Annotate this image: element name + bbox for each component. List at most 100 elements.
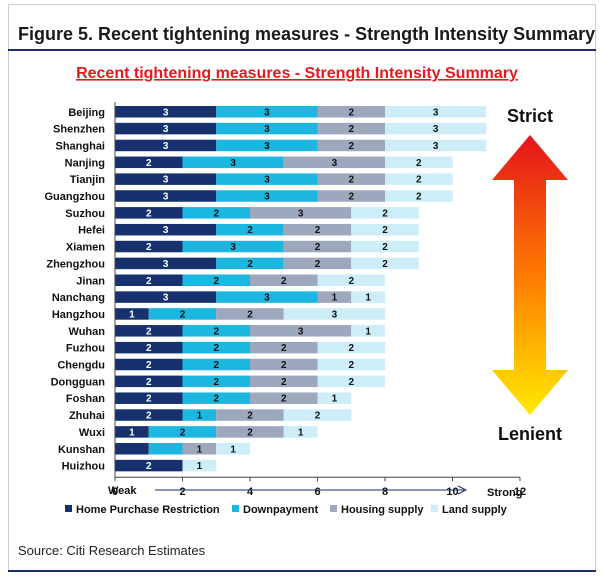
bar-guangzhou-downpayment (216, 190, 318, 202)
category-label-chengdu: Chengdu (57, 360, 105, 372)
bar-guangzhou-land-supply (385, 190, 453, 202)
bar-hangzhou-home-purchase-restriction (115, 308, 149, 320)
figure-caption: Figure 5. Recent tightening measures - S… (18, 24, 596, 44)
chart: Recent tightening measures - Strength In… (45, 65, 568, 516)
bar-hefei-housing-supply (283, 223, 352, 236)
data-label-jinan-housing-supply: 2 (281, 276, 287, 287)
bar-nanchang-downpayment (216, 291, 318, 303)
data-label-nanchang-downpayment: 3 (264, 293, 270, 304)
data-label-hangzhou-downpayment: 2 (180, 309, 186, 320)
bar-zhuhai-land-supply (283, 409, 352, 421)
bar-huizhou-home-purchase-restriction (115, 459, 183, 472)
data-label-suzhou-land-supply: 2 (382, 208, 388, 219)
legend: Home Purchase Restriction Downpayment Hous… (65, 504, 508, 516)
data-label-xiamen-home-purchase-restriction: 2 (146, 242, 152, 253)
category-label-zhengzhou: Zhengzhou (46, 258, 105, 270)
data-label-chengdu-housing-supply: 2 (281, 360, 287, 371)
data-label-zhuhai-home-purchase-restriction: 2 (146, 411, 152, 422)
x-tick-label: 6 (314, 486, 320, 498)
data-label-chengdu-downpayment: 2 (213, 360, 219, 371)
bar-hefei-downpayment (216, 223, 284, 236)
bar-foshan-home-purchase-restriction (115, 392, 183, 404)
data-label-hangzhou-home-purchase-restriction: 1 (129, 309, 135, 320)
bar-dongguan-land-supply (317, 375, 385, 388)
data-label-zhuhai-downpayment: 1 (197, 411, 203, 422)
bar-jinan-land-supply (317, 274, 385, 286)
data-label-zhengzhou-land-supply: 2 (382, 259, 388, 270)
bar-tianjin-downpayment (216, 173, 318, 185)
data-label-wuhan-land-supply: 1 (365, 326, 371, 337)
bar-shenzhen-downpayment (216, 122, 318, 135)
data-label-shanghai-downpayment: 3 (264, 141, 270, 152)
data-label-zhengzhou-housing-supply: 2 (315, 259, 321, 270)
bar-shanghai-downpayment (216, 139, 318, 152)
bar-beijing-downpayment (216, 106, 318, 118)
bar-nanjing-home-purchase-restriction (115, 156, 183, 169)
bar-wuxi-land-supply (283, 426, 318, 438)
data-label-zhuhai-land-supply: 2 (315, 411, 321, 422)
data-label-huizhou-land-supply: 1 (197, 461, 203, 472)
category-label-beijing: Beijing (68, 107, 105, 119)
data-label-guangzhou-downpayment: 3 (264, 192, 270, 203)
weak-strong-scale: Weak Strong (108, 485, 522, 499)
bar-wuhan-home-purchase-restriction (115, 325, 183, 337)
legend-label-land-supply: Land supply (442, 504, 508, 516)
bar-xiamen-downpayment (182, 240, 284, 253)
bar-chengdu-downpayment (182, 358, 250, 371)
legend-label-housing-supply: Housing supply (341, 504, 424, 516)
bar-suzhou-home-purchase-restriction (115, 207, 183, 219)
bar-dongguan-housing-supply (250, 375, 318, 388)
bar-nanchang-land-supply (351, 291, 385, 303)
data-label-shenzhen-downpayment: 3 (264, 124, 270, 135)
data-label-hefei-downpayment: 2 (247, 225, 253, 236)
data-label-shenzhen-land-supply: 3 (433, 124, 439, 135)
data-label-suzhou-downpayment: 2 (213, 208, 219, 219)
bar-beijing-housing-supply (317, 106, 385, 118)
data-label-tianjin-home-purchase-restriction: 3 (163, 175, 169, 186)
category-label-shenzhen: Shenzhen (53, 124, 105, 136)
data-label-shenzhen-housing-supply: 2 (348, 124, 354, 135)
data-label-xiamen-downpayment: 3 (230, 242, 236, 253)
data-label-dongguan-home-purchase-restriction: 2 (146, 377, 152, 388)
data-label-xiamen-land-supply: 2 (382, 242, 388, 253)
data-label-kunshan-land-supply: 1 (230, 444, 236, 455)
category-label-xiamen: Xiamen (66, 242, 105, 254)
bar-xiamen-housing-supply (283, 240, 352, 253)
data-label-fuzhou-housing-supply: 2 (281, 343, 287, 354)
bar-xiamen-land-supply (351, 240, 419, 253)
category-label-shanghai: Shanghai (55, 140, 105, 152)
bar-zhuhai-housing-supply (216, 409, 284, 421)
data-label-chengdu-land-supply: 2 (348, 360, 354, 371)
bar-fuzhou-home-purchase-restriction (115, 341, 183, 354)
bar-xiamen-home-purchase-restriction (115, 240, 183, 253)
data-label-dongguan-land-supply: 2 (348, 377, 354, 388)
data-label-foshan-housing-supply: 2 (281, 394, 287, 405)
data-label-wuxi-home-purchase-restriction: 1 (129, 427, 135, 438)
data-label-nanjing-downpayment: 3 (230, 158, 236, 169)
category-label-jinan: Jinan (76, 275, 105, 287)
bar-chengdu-home-purchase-restriction (115, 358, 183, 371)
bar-shanghai-land-supply (385, 139, 487, 152)
bar-nanjing-land-supply (385, 156, 453, 169)
bar-wuhan-housing-supply (250, 325, 352, 337)
bar-shenzhen-housing-supply (317, 122, 385, 135)
bar-wuxi-home-purchase-restriction (115, 426, 149, 438)
data-label-wuhan-downpayment: 2 (213, 326, 219, 337)
legend-swatch-housing-supply (330, 505, 337, 512)
weak-label: Weak (108, 485, 137, 497)
bar-dongguan-downpayment (182, 375, 250, 388)
x-tick-label: 10 (446, 486, 458, 498)
bar-zhengzhou-downpayment (216, 257, 284, 270)
bar-hefei-land-supply (351, 223, 419, 236)
category-label-dongguan: Dongguan (51, 376, 106, 388)
category-label-tianjin: Tianjin (70, 174, 106, 186)
bar-chengdu-housing-supply (250, 358, 318, 371)
bar-guangzhou-housing-supply (317, 190, 385, 202)
legend-swatch-land-supply (431, 505, 438, 512)
data-label-dongguan-downpayment: 2 (213, 377, 219, 388)
data-label-nanjing-home-purchase-restriction: 2 (146, 158, 152, 169)
data-label-nanjing-housing-supply: 3 (332, 158, 338, 169)
bar-shenzhen-home-purchase-restriction (115, 122, 217, 135)
data-label-beijing-home-purchase-restriction: 3 (163, 107, 169, 118)
data-label-hangzhou-housing-supply: 2 (247, 309, 253, 320)
